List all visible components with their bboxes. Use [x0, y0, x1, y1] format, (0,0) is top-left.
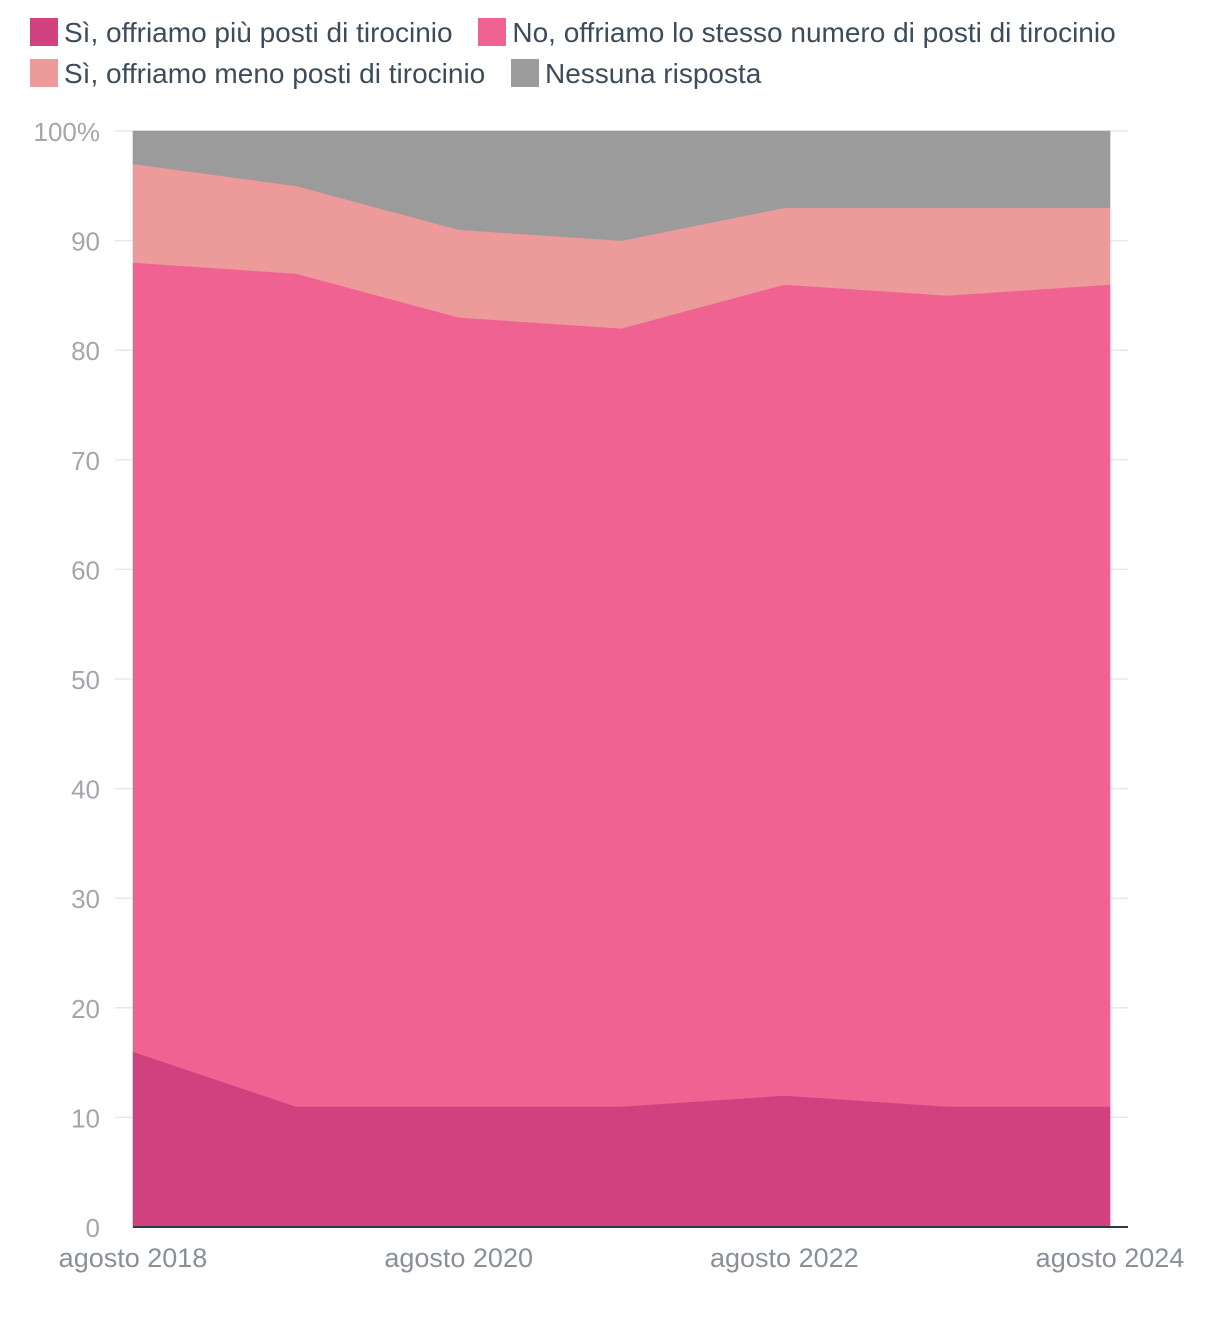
- y-tick-label: 80: [71, 336, 100, 366]
- legend-label-less: Sì, offriamo meno posti di tirocinio: [64, 58, 486, 89]
- legend-label-more: Sì, offriamo più posti di tirocinio: [64, 17, 453, 48]
- y-tick-label: 50: [71, 665, 100, 695]
- y-tick-label: 30: [71, 884, 100, 914]
- legend-label-same: No, offriamo lo stesso numero di posti d…: [512, 17, 1116, 48]
- y-tick-label: 0: [86, 1213, 100, 1243]
- legend-label-no-answer: Nessuna risposta: [545, 58, 762, 89]
- x-tick-label: agosto 2022: [710, 1243, 859, 1273]
- x-tick-label: agosto 2024: [1036, 1243, 1185, 1273]
- x-tick-label: agosto 2018: [59, 1243, 208, 1273]
- legend-swatch-more: [30, 18, 58, 46]
- x-tick-label: agosto 2020: [384, 1243, 533, 1273]
- area-series: [132, 130, 1111, 1228]
- area-series-1: [132, 262, 1111, 1107]
- y-tick-label: 40: [71, 775, 100, 805]
- y-tick-label: 90: [71, 227, 100, 257]
- legend-swatch-same: [478, 18, 507, 46]
- y-tick-label: 100%: [34, 117, 101, 147]
- legend-item-same: No, offriamo lo stesso numero di posti d…: [478, 17, 1116, 48]
- legend-item-more: Sì, offriamo più posti di tirocinio: [30, 17, 453, 48]
- legend: Sì, offriamo più posti di tirocinio No, …: [30, 12, 1200, 94]
- y-tick-label: 10: [71, 1103, 100, 1133]
- legend-swatch-no-answer: [511, 59, 540, 87]
- y-tick-label: 70: [71, 446, 100, 476]
- y-tick-label: 60: [71, 555, 100, 585]
- legend-swatch-less: [30, 59, 58, 87]
- legend-item-less: Sì, offriamo meno posti di tirocinio: [30, 58, 485, 89]
- legend-item-no-answer: Nessuna risposta: [511, 58, 761, 89]
- y-tick-label: 20: [71, 994, 100, 1024]
- x-axis-tick-labels: agosto 2018 agosto 2020 agosto 2022 agosto …: [59, 1243, 1185, 1273]
- y-axis-tick-labels: 0 10 20 30 40 50 60 70 80 90 100%: [34, 117, 101, 1243]
- area-series-3: [132, 130, 1111, 241]
